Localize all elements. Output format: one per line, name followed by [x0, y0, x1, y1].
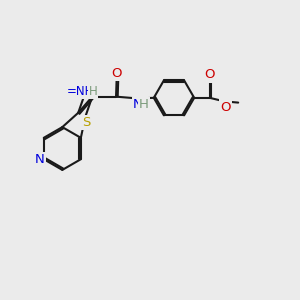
Text: O: O — [111, 67, 122, 80]
Text: H: H — [88, 85, 97, 98]
Text: S: S — [82, 116, 90, 129]
Text: H: H — [139, 98, 149, 112]
Text: N: N — [35, 153, 44, 166]
Text: O: O — [204, 68, 215, 81]
Text: =NH: =NH — [67, 85, 94, 98]
Text: O: O — [220, 100, 231, 113]
Text: N: N — [133, 98, 142, 112]
